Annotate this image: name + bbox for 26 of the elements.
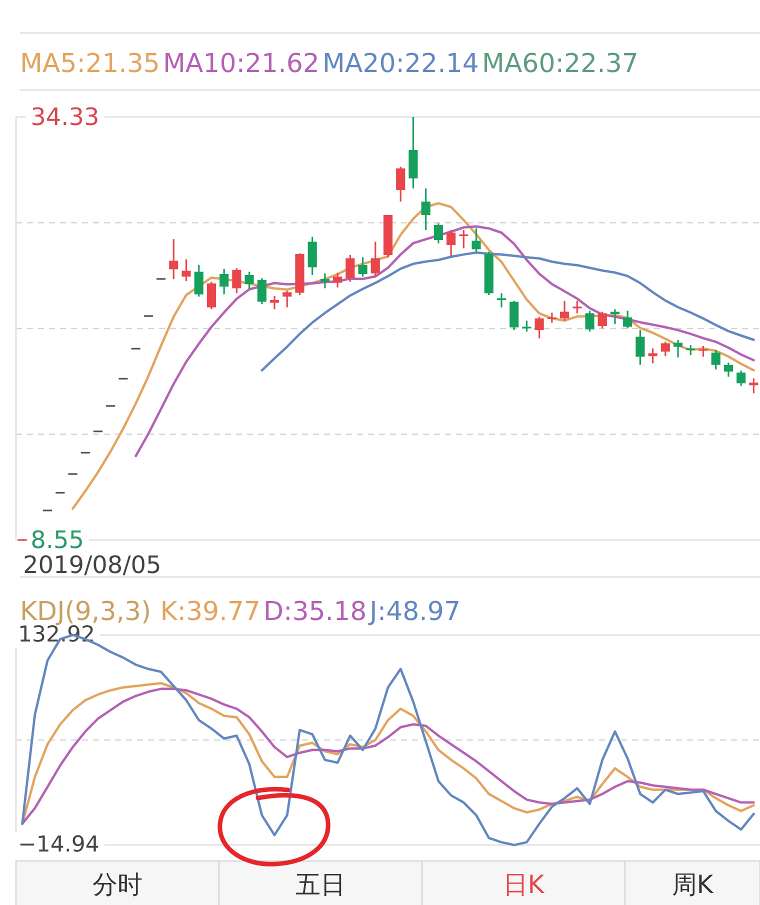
y-tick-label: −14.94 — [18, 832, 100, 858]
candlestick — [572, 300, 582, 314]
legend: K:39.77 D:35.18J:48.97 — [160, 597, 461, 627]
legend: MA5:21.35 MA10:21.62 MA20:22.14 MA60:22.37 — [20, 49, 638, 79]
text: 2019/08/05 — [23, 551, 162, 579]
candlestick — [169, 239, 178, 279]
candlestick — [749, 378, 758, 394]
candlestick — [522, 320, 532, 332]
candlestick — [472, 228, 481, 252]
candlestick — [673, 340, 683, 358]
candlestick — [270, 296, 280, 310]
chart-title: KDJ(9,3,3) — [20, 597, 152, 627]
candlestick — [496, 293, 506, 308]
candlestick — [408, 117, 418, 188]
tab: 日K — [421, 860, 626, 905]
y-tick-label: 34.33 — [30, 103, 100, 131]
candlestick — [698, 346, 708, 357]
tab: 五日 — [218, 860, 423, 905]
candlestick — [182, 259, 191, 282]
tab: 周K — [624, 860, 760, 905]
tab: 分时 — [15, 860, 220, 905]
candlestick — [320, 273, 330, 288]
candlestick — [610, 309, 620, 324]
candlestick — [585, 310, 594, 332]
y-tick-label: 8.55 — [30, 526, 84, 554]
candlestick — [560, 300, 570, 321]
